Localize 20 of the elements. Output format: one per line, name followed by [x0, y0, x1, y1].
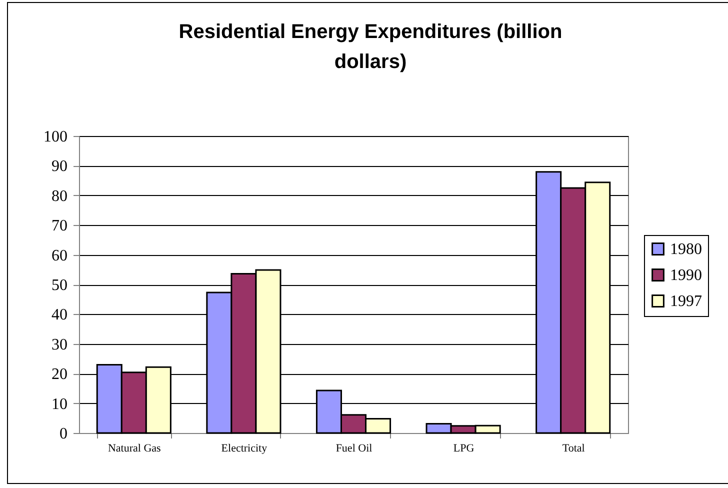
- y-tick-label: 90: [52, 158, 68, 176]
- x-tick-label: LPG: [453, 442, 474, 454]
- legend-label: 1997: [670, 293, 702, 310]
- x-tick-label: Fuel Oil: [336, 442, 372, 454]
- x-tick-label: Total: [562, 442, 585, 454]
- y-tick-label: 50: [52, 277, 68, 294]
- y-tick-label: 80: [52, 188, 68, 205]
- legend-label: 1980: [670, 241, 702, 258]
- y-tick-label: 70: [52, 218, 68, 235]
- y-tick-label: 40: [52, 306, 68, 324]
- y-tick-label: 10: [52, 396, 68, 413]
- y-tick-label: 60: [52, 247, 68, 264]
- y-tick-label: 0: [60, 426, 68, 442]
- y-tick-label: 20: [52, 366, 68, 384]
- y-tick-label: 30: [52, 336, 68, 354]
- chart-title: Residential Energy Expenditures (billion dollars): [178, 21, 562, 73]
- x-tick-label: Electricity: [221, 442, 268, 454]
- y-tick-label: 100: [44, 128, 68, 146]
- x-tick-label: Natural Gas: [108, 442, 161, 454]
- legend-label: 1990: [670, 267, 702, 284]
